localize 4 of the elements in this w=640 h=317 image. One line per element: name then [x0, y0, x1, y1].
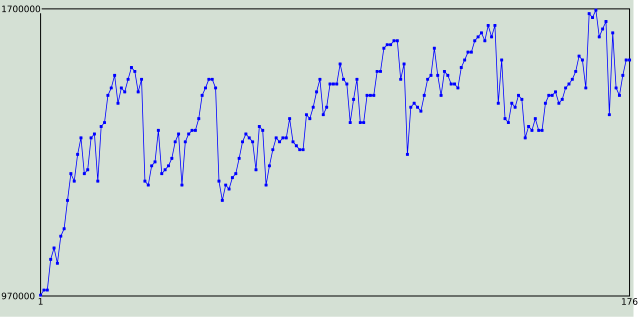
x-tick-label: 1 — [38, 298, 43, 305]
x-tick-label: 176 — [622, 298, 638, 305]
y-tick-label: 1700000 — [2, 6, 40, 12]
y-tick-label: 970000 — [2, 292, 34, 300]
